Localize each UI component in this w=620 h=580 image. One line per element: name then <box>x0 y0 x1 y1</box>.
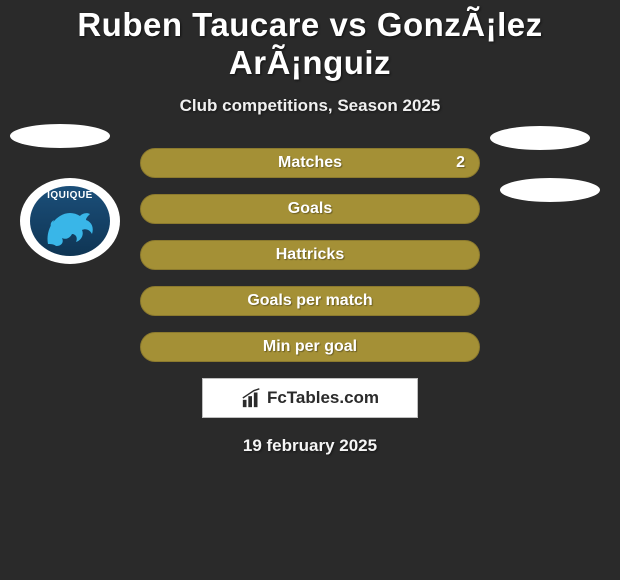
right-player-silhouette <box>490 126 590 150</box>
stat-label: Goals <box>288 200 332 218</box>
badge-text: IQUIQUE <box>47 190 93 201</box>
stat-value-right: 2 <box>456 154 465 172</box>
stat-row-matches: Matches 2 <box>140 148 480 178</box>
stats-list: Matches 2 Goals Hattricks Goals per matc… <box>140 148 480 362</box>
right-club-badge-placeholder <box>500 178 600 202</box>
brand-text: FcTables.com <box>267 388 379 408</box>
date-text: 19 february 2025 <box>0 436 620 456</box>
stat-row-hattricks: Hattricks <box>140 240 480 270</box>
stat-label: Hattricks <box>276 246 344 264</box>
stat-row-goals: Goals <box>140 194 480 224</box>
left-club-badge: IQUIQUE <box>20 178 120 264</box>
page-title: Ruben Taucare vs GonzÃ¡lez ArÃ¡nguiz <box>0 0 620 82</box>
stat-label: Matches <box>278 154 342 172</box>
dragon-icon <box>42 204 98 252</box>
bar-chart-icon <box>241 387 263 409</box>
left-player-silhouette <box>10 124 110 148</box>
subtitle: Club competitions, Season 2025 <box>0 96 620 116</box>
brand-box: FcTables.com <box>202 378 418 418</box>
stat-label: Min per goal <box>263 338 357 356</box>
stat-label: Goals per match <box>247 292 372 310</box>
stat-row-goals-per-match: Goals per match <box>140 286 480 316</box>
stat-row-min-per-goal: Min per goal <box>140 332 480 362</box>
